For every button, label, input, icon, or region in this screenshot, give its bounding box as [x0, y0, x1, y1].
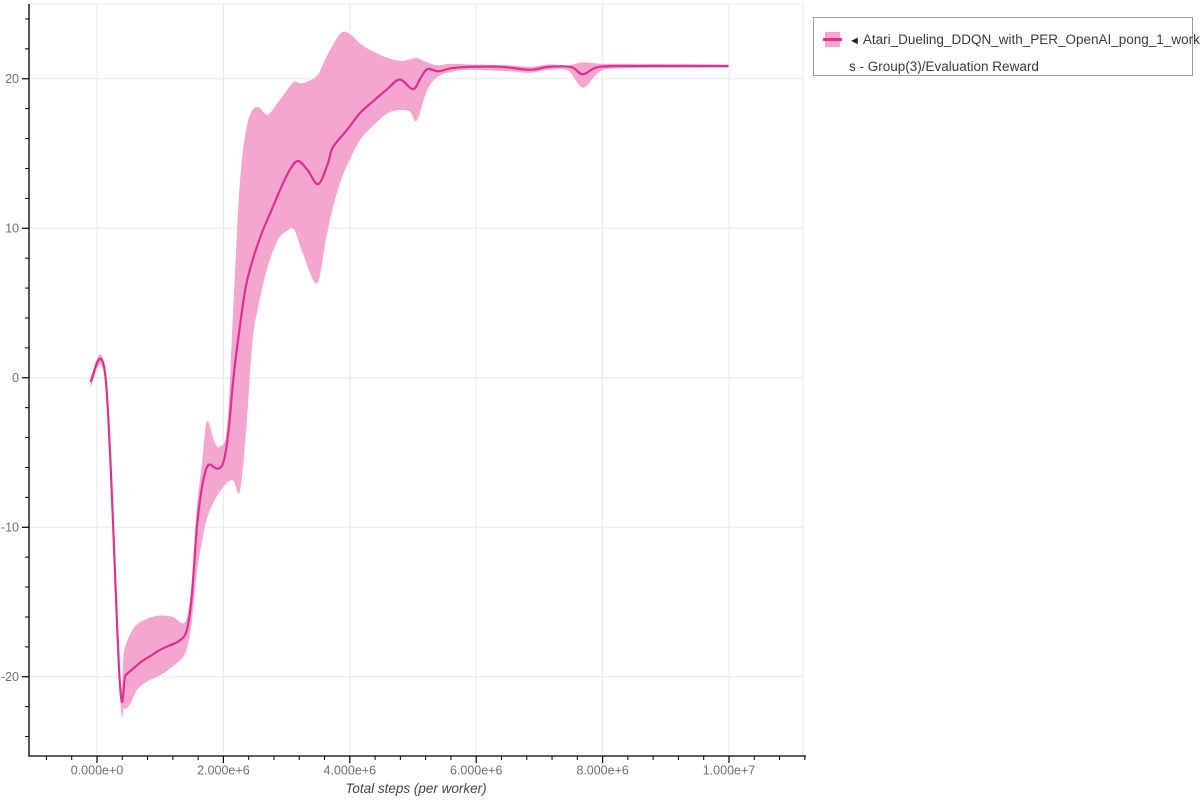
- legend-label-line1: ◄ Atari_Dueling_DDQN_with_PER_OpenAI_pong…: [849, 27, 1200, 54]
- x-tick-label: 6.000e+6: [450, 764, 503, 778]
- legend-label: ◄ Atari_Dueling_DDQN_with_PER_OpenAI_pong…: [849, 27, 1200, 80]
- mean-line: [89, 64, 729, 703]
- x-tick-label: 0.000e+0: [71, 764, 124, 778]
- band-area: [90, 31, 728, 719]
- y-tick-label: 10: [5, 222, 19, 236]
- legend-marker-icon: ◄: [849, 35, 860, 47]
- legend-label-line2: s - Group(3)/Evaluation Reward: [849, 59, 1039, 74]
- legend-swatch: [823, 32, 842, 47]
- legend-series-name-part1: Atari_Dueling_DDQN_with_PER_OpenAI_pong_…: [862, 32, 1200, 47]
- x-tick-label: 4.000e+6: [324, 764, 377, 778]
- legend-swatch-line: [823, 38, 842, 41]
- x-axis-title: Total steps (per worker): [345, 781, 487, 796]
- y-tick-label: 20: [5, 72, 19, 86]
- y-tick-label: -20: [1, 670, 19, 684]
- mean-path: [89, 64, 729, 703]
- y-tick-label: -10: [1, 521, 19, 535]
- tick-marks: [22, 18, 806, 763]
- x-tick-label: 2.000e+6: [197, 764, 250, 778]
- tick-labels: 0.000e+0 2.000e+6 4.000e+6 6.000e+6 8.000e+6…: [1, 72, 755, 777]
- x-tick-label: 8.000e+6: [576, 764, 629, 778]
- x-tick-label: 1.000e+7: [703, 764, 756, 778]
- axes: [28, 4, 806, 757]
- y-tick-label: 0: [12, 371, 19, 385]
- confidence-band: [90, 31, 728, 719]
- legend[interactable]: ◄ Atari_Dueling_DDQN_with_PER_OpenAI_pong…: [813, 17, 1200, 76]
